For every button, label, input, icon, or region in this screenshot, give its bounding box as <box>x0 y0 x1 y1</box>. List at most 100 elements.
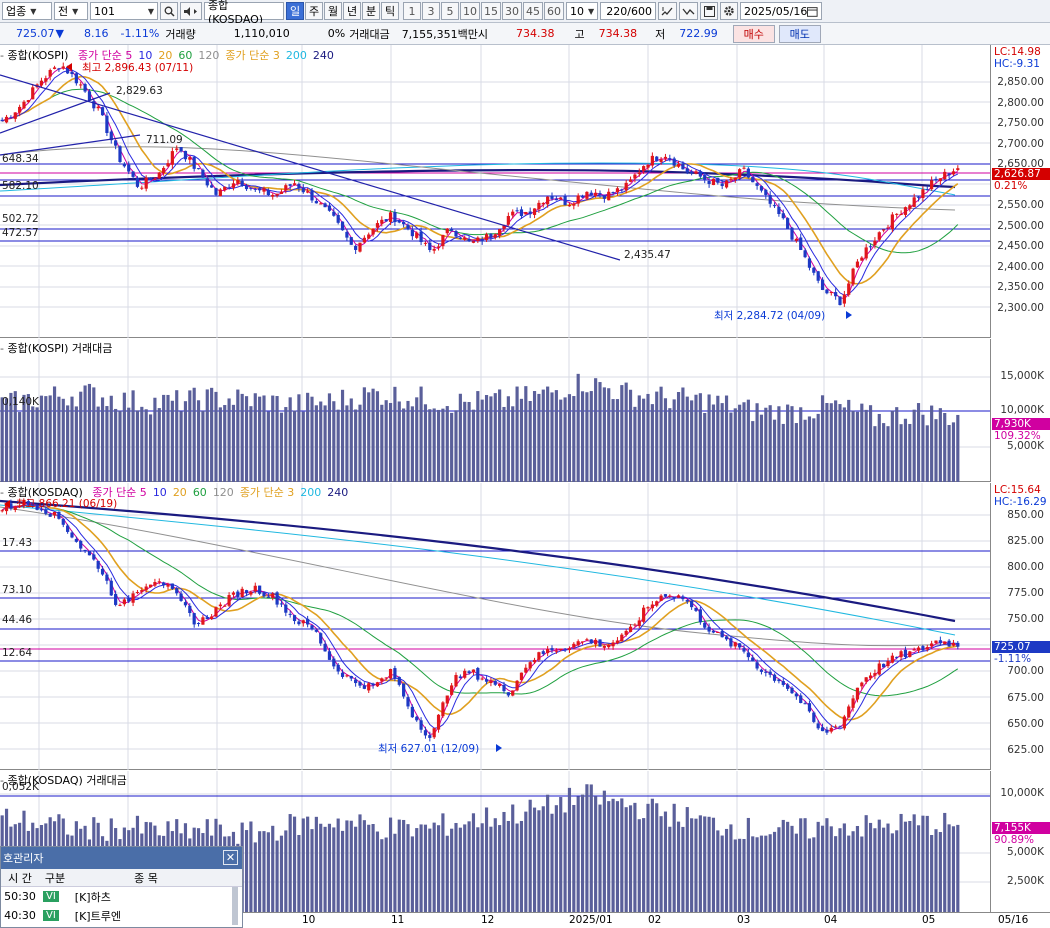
candle-body <box>733 177 737 180</box>
popup-row[interactable]: 40:30 VI [K]트루엔 <box>1 906 242 925</box>
stock-name-field[interactable]: 종합(KOSDAQ) <box>204 0 284 26</box>
volume-bar <box>288 397 292 482</box>
volume-bar <box>938 408 942 482</box>
legend-item: 200 <box>285 49 307 62</box>
volume-bar <box>524 811 528 912</box>
y-tick-label: 2,700.00 <box>997 137 1044 150</box>
volume-bar <box>842 823 846 912</box>
period-tab[interactable]: 분 <box>362 2 380 20</box>
volume-bar <box>279 412 284 482</box>
candle-body <box>838 296 842 306</box>
volume-bar <box>223 405 227 482</box>
kospi-price-panel[interactable]: 최고 2,896.43 (07/11) 2,829.63 711.09 2,435.4… <box>0 45 1050 338</box>
interval-button[interactable]: 10 <box>460 2 480 20</box>
volume-bar <box>519 820 524 912</box>
volume-bar <box>266 832 270 912</box>
candle-body <box>576 195 580 204</box>
candle-body <box>284 185 288 191</box>
interval-button[interactable]: 60 <box>544 2 564 20</box>
popup-header[interactable]: 호관리자 ✕ <box>1 847 242 869</box>
interval-button[interactable]: 15 <box>481 2 501 20</box>
code-input[interactable]: 101 ▼ <box>90 2 158 20</box>
volume-bar <box>594 796 598 912</box>
count-field[interactable]: 220/600 <box>600 2 656 20</box>
volume-bar <box>18 412 22 482</box>
period-tab[interactable]: 월 <box>324 2 342 20</box>
candle-body <box>253 188 257 190</box>
candle-body <box>628 626 633 632</box>
volume-bar <box>882 423 886 482</box>
popup-row[interactable]: 50:30 VI [K]하츠 <box>1 887 242 906</box>
legend-item: 종가 단순 5 <box>92 486 147 499</box>
candle-body <box>419 231 423 243</box>
buy-button[interactable]: 매수 <box>732 24 775 43</box>
candle-body <box>441 702 445 717</box>
period-tab[interactable]: 틱 <box>381 2 399 20</box>
kosdaq-price-panel[interactable]: 최고 866.21 (06/19) 최저 627.01 (12/09) 17.43 7… <box>0 483 1050 770</box>
interval-button[interactable]: 1 <box>403 2 421 20</box>
volume-bar <box>729 412 733 482</box>
candle-body <box>92 101 96 109</box>
volume-bar <box>703 816 707 912</box>
interval-button[interactable]: 45 <box>523 2 543 20</box>
volume-bar <box>768 405 772 482</box>
search-icon[interactable] <box>160 2 178 20</box>
volume-bar <box>637 395 641 482</box>
candle-body <box>109 131 113 141</box>
volume-bar <box>912 814 916 912</box>
volume-bar <box>594 378 598 482</box>
volume-bar <box>66 405 70 482</box>
market-select[interactable]: 전 ▼ <box>54 2 88 20</box>
candle-body <box>148 584 153 588</box>
kospi-volume-panel[interactable]: 0,140K - 종합(KOSPI) 거래대금 15,000K 10,000K 5,… <box>0 339 1050 482</box>
popup-scrollbar[interactable] <box>232 887 238 925</box>
candle-body <box>633 624 637 626</box>
volume-bar <box>951 422 956 482</box>
candle-body <box>410 706 414 718</box>
candle-body <box>825 729 829 733</box>
save-icon[interactable] <box>700 2 718 20</box>
volume-bar <box>489 826 493 912</box>
volume-bar <box>463 401 467 482</box>
interval-button[interactable]: 5 <box>441 2 459 20</box>
trend-line <box>0 74 621 261</box>
chart-type-icon[interactable] <box>679 2 698 20</box>
legend-item: 종가 단순 5 <box>77 49 133 62</box>
y-tick-label: 2,300.00 <box>997 301 1044 314</box>
volume-bar <box>445 835 449 912</box>
date-field[interactable]: 2025/05/16 <box>740 2 822 20</box>
candle-body <box>698 609 702 623</box>
period-tab[interactable]: 주 <box>305 2 323 20</box>
level-label: 648.34 <box>2 153 39 165</box>
y-tick-label: 2,850.00 <box>997 76 1044 88</box>
candle-body <box>759 669 764 672</box>
close-icon[interactable]: ✕ <box>223 850 238 865</box>
interval-button[interactable]: 3 <box>422 2 440 20</box>
category-select[interactable]: 업종 ▼ <box>2 2 52 20</box>
candle-body <box>74 538 78 542</box>
volume-bar <box>105 406 109 482</box>
interval-select[interactable]: 10 ▼ <box>566 2 598 20</box>
candle-body <box>218 604 222 607</box>
volume-bar <box>262 831 266 912</box>
volume-bar <box>611 798 615 912</box>
candle-body <box>899 651 903 658</box>
gear-icon[interactable] <box>720 2 738 20</box>
sell-button[interactable]: 매도 <box>778 24 821 43</box>
period-tab[interactable]: 년 <box>343 2 361 20</box>
volume-label: 거래량 <box>165 27 196 41</box>
low-annotation: 최저 627.01 (12/09) <box>378 743 479 755</box>
candle-body <box>26 100 30 103</box>
volume-bar <box>624 382 628 482</box>
calendar-icon[interactable] <box>807 6 818 17</box>
volume-bar <box>323 405 327 482</box>
interval-button[interactable]: 30 <box>502 2 522 20</box>
vi-manager-popup[interactable]: 호관리자 ✕ 시 간 구분 종 목 50:30 VI [K]하츠 40:30 V… <box>0 846 243 928</box>
count-total: /600 <box>627 4 652 18</box>
ma120-line <box>0 146 956 211</box>
candle-body <box>916 196 921 198</box>
crosshair-icon[interactable] <box>658 2 677 20</box>
speaker-icon[interactable] <box>180 2 202 20</box>
period-tab[interactable]: 일 <box>286 2 304 20</box>
candle-body <box>48 69 52 77</box>
